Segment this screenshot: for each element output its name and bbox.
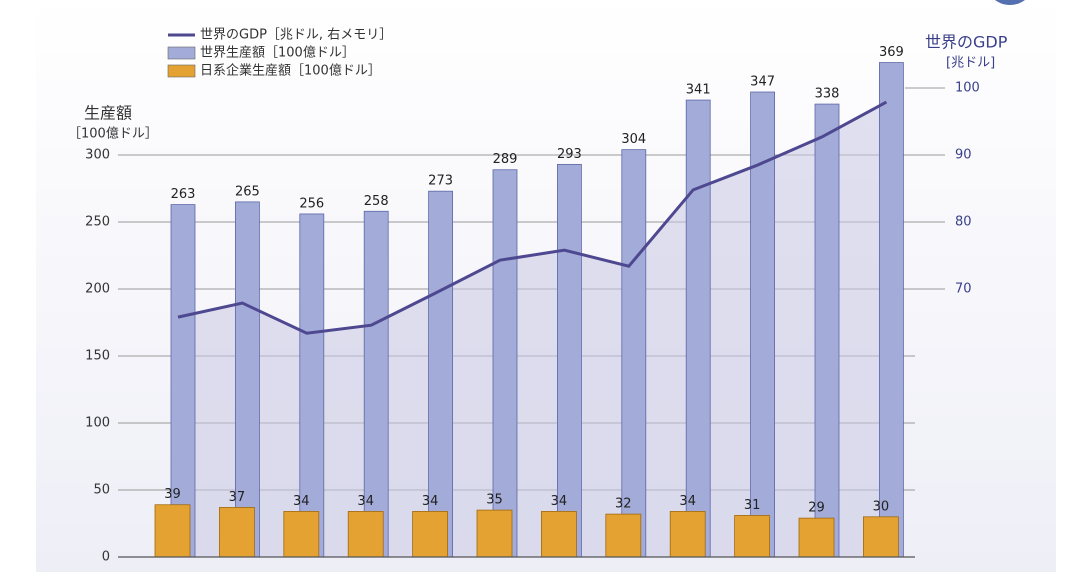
value-label: 263 (171, 187, 196, 202)
legend-label: 日系企業生産額［100億ドル］ (200, 63, 381, 79)
value-label: 347 (750, 75, 775, 90)
bar (685, 99, 711, 558)
y2-tick-label: 70 (955, 282, 972, 297)
y-tick-label: 150 (85, 349, 110, 364)
y-title: 生産額 (84, 104, 132, 123)
value-label: 273 (428, 174, 453, 189)
bar (428, 190, 454, 558)
value-label: 29 (808, 501, 825, 516)
y-tick-label: 100 (85, 416, 110, 431)
y2-unit: [兆ドル] (946, 56, 995, 71)
y-tick-label: 50 (93, 483, 110, 498)
bar (669, 511, 706, 558)
bar (218, 507, 255, 558)
y2-tick-label: 100 (955, 81, 980, 96)
bar (605, 513, 642, 558)
y-tick-label: 200 (85, 282, 110, 297)
value-label: 34 (551, 494, 568, 509)
value-label: 34 (293, 494, 310, 509)
value-label: 293 (557, 147, 582, 162)
value-label: 30 (873, 499, 890, 514)
value-label: 32 (615, 497, 632, 512)
value-label: 304 (621, 132, 646, 147)
bar (170, 204, 196, 558)
value-label: 31 (744, 498, 761, 513)
decoration (995, 0, 1025, 5)
y2-tick-label: 80 (955, 215, 972, 230)
bar (154, 504, 191, 558)
line (177, 100, 888, 335)
value-label: 34 (422, 494, 439, 509)
bar (557, 163, 582, 558)
y-tick-label: 0 (102, 550, 110, 565)
y-unit: ［100億ドル］ (68, 126, 158, 142)
bar (412, 511, 449, 558)
value-label: 35 (486, 493, 503, 508)
y2-tick-label: 90 (955, 148, 972, 163)
bar (798, 517, 835, 558)
value-label: 34 (357, 494, 374, 509)
bar (347, 511, 384, 558)
legend-swatch (167, 46, 196, 60)
value-label: 338 (815, 87, 840, 102)
y-tick-label: 300 (85, 148, 110, 163)
y-tick-label: 250 (85, 215, 110, 230)
bar (621, 149, 647, 558)
legend-swatch (167, 64, 196, 78)
value-label: 265 (235, 184, 260, 199)
bar (299, 213, 325, 558)
value-label: 37 (229, 490, 246, 505)
bar (492, 169, 518, 558)
value-label: 34 (679, 494, 696, 509)
bar (363, 210, 389, 558)
value-label: 256 (299, 196, 324, 211)
value-label: 39 (164, 487, 181, 502)
value-label: 258 (364, 194, 389, 209)
bar (750, 91, 775, 558)
bar (879, 62, 904, 558)
bar (863, 516, 899, 558)
bar (734, 515, 770, 558)
bar (814, 103, 840, 558)
bar (283, 511, 320, 558)
bar (234, 201, 260, 558)
y2-title: 世界のGDP (925, 33, 1008, 52)
value-label: 341 (686, 83, 711, 98)
bar (476, 509, 513, 558)
legend-label: 世界生産額［100億ドル］ (200, 45, 355, 61)
bar (541, 511, 577, 558)
legend-label: 世界のGDP［兆ドル, 右メモリ］ (200, 28, 392, 43)
value-label: 369 (879, 45, 904, 60)
value-label: 289 (493, 152, 518, 167)
